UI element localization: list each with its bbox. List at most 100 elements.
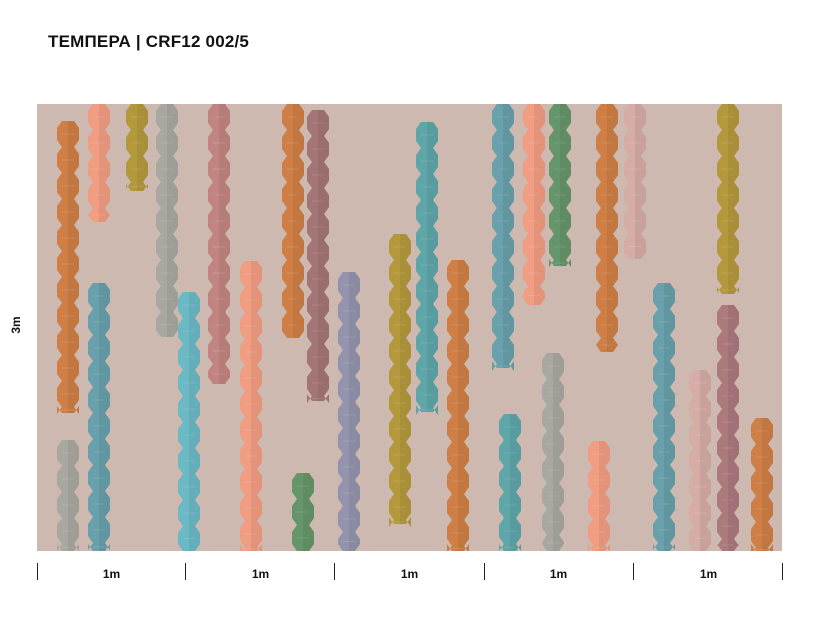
hexagon-shade	[700, 422, 711, 448]
hexagon-shape	[57, 406, 79, 414]
hexagon-shape	[307, 188, 329, 214]
hexagon-column	[57, 121, 79, 414]
hexagon-column	[292, 473, 314, 551]
hexagon-shade	[762, 496, 773, 522]
hexagon-shade	[189, 292, 200, 318]
hexagon-shade	[318, 188, 329, 214]
hexagon-shape	[208, 312, 230, 338]
hexagon-shape	[596, 286, 618, 312]
hexagon-shade	[137, 130, 148, 156]
hexagon-shade	[99, 361, 110, 387]
hexagon-shade	[700, 448, 711, 474]
hexagon-shape	[751, 444, 773, 470]
hexagon-shape	[523, 260, 545, 286]
hexagon-shape	[624, 182, 646, 208]
hexagon-shape	[596, 312, 618, 338]
hexagon-shape	[208, 182, 230, 208]
hexagon-shape	[624, 156, 646, 182]
hexagon-shape	[88, 104, 110, 130]
hexagon-shade	[318, 162, 329, 188]
hexagon-shade	[635, 182, 646, 208]
hexagon-shade	[189, 500, 200, 526]
hexagon-shape	[338, 532, 360, 551]
hexagon-shade	[664, 413, 675, 439]
hexagon-shape	[178, 318, 200, 344]
hexagon-shape	[307, 162, 329, 188]
hexagon-shade	[318, 266, 329, 292]
hexagon-shade	[700, 370, 711, 396]
hexagon-shade	[99, 413, 110, 439]
hexagon-shade	[635, 234, 646, 259]
hexagon-shape	[57, 199, 79, 225]
hexagon-shade	[251, 391, 262, 417]
hexagon-shape	[499, 440, 521, 466]
hexagon-shape	[416, 304, 438, 330]
width-segment-label: 1m	[549, 567, 568, 581]
hexagon-shade	[349, 454, 360, 480]
hexagon-shape	[57, 147, 79, 173]
hexagon-shade	[458, 286, 469, 312]
hexagon-shade	[400, 494, 411, 520]
hexagon-shape	[307, 370, 329, 396]
hexagon-shade	[167, 156, 178, 182]
hexagon-shape	[596, 130, 618, 156]
hexagon-shade	[293, 208, 304, 234]
hexagon-shade	[68, 466, 79, 492]
hexagon-shape	[240, 391, 262, 417]
hexagon-shade	[560, 259, 571, 267]
hexagon-shape	[751, 418, 773, 444]
hexagon-shape	[282, 234, 304, 260]
hexagon-shape	[208, 104, 230, 130]
hexagon-shape	[596, 234, 618, 260]
hexagon-shade	[560, 182, 571, 208]
hexagon-shade	[99, 208, 110, 222]
hexagon-shade	[68, 225, 79, 251]
hexagon-shape	[549, 104, 571, 130]
hexagon-shade	[599, 493, 610, 519]
hexagon-shape	[389, 517, 411, 527]
hexagon-shade	[251, 365, 262, 391]
hexagon-shape	[549, 234, 571, 260]
hexagon-shape	[492, 104, 514, 130]
hexagon-shape	[88, 465, 110, 491]
hexagon-shape	[492, 182, 514, 208]
hexagon-shape	[588, 493, 610, 519]
hexagon-shape	[292, 525, 314, 551]
hexagon-column	[624, 104, 646, 259]
hexagon-shade	[400, 416, 411, 442]
hexagon-shape	[240, 417, 262, 443]
hexagon-shape	[338, 298, 360, 324]
hexagon-shade	[251, 469, 262, 495]
hexagon-shape	[624, 130, 646, 156]
hexagon-shade	[318, 344, 329, 370]
hexagon-shape	[542, 379, 564, 405]
hexagon-shape	[88, 335, 110, 361]
hexagon-shade	[607, 338, 618, 352]
height-dimension-label: 3m	[9, 316, 23, 334]
hexagon-shape	[178, 396, 200, 422]
hexagon-shape	[549, 130, 571, 156]
hexagon-shade	[560, 104, 571, 130]
hexagon-shade	[607, 234, 618, 260]
hexagon-shape	[338, 480, 360, 506]
hexagon-shape	[282, 286, 304, 312]
hexagon-shape	[88, 309, 110, 335]
hexagon-shape	[416, 200, 438, 226]
hexagon-shape	[549, 259, 571, 267]
hexagon-shade	[427, 174, 438, 200]
hexagon-shape	[208, 338, 230, 364]
hexagon-shade	[700, 474, 711, 500]
hexagon-shade	[68, 199, 79, 225]
hexagon-shade	[427, 304, 438, 330]
hexagon-shade	[251, 521, 262, 547]
scale-tick	[334, 563, 335, 580]
hexagon-shade	[635, 208, 646, 234]
hexagon-shade	[219, 208, 230, 234]
hexagon-shape	[282, 104, 304, 130]
hexagon-shape	[389, 260, 411, 286]
hexagon-shape	[523, 286, 545, 305]
hexagon-shade	[664, 387, 675, 413]
hexagon-shade	[700, 500, 711, 526]
hexagon-shape	[240, 469, 262, 495]
hexagon-shape	[307, 240, 329, 266]
